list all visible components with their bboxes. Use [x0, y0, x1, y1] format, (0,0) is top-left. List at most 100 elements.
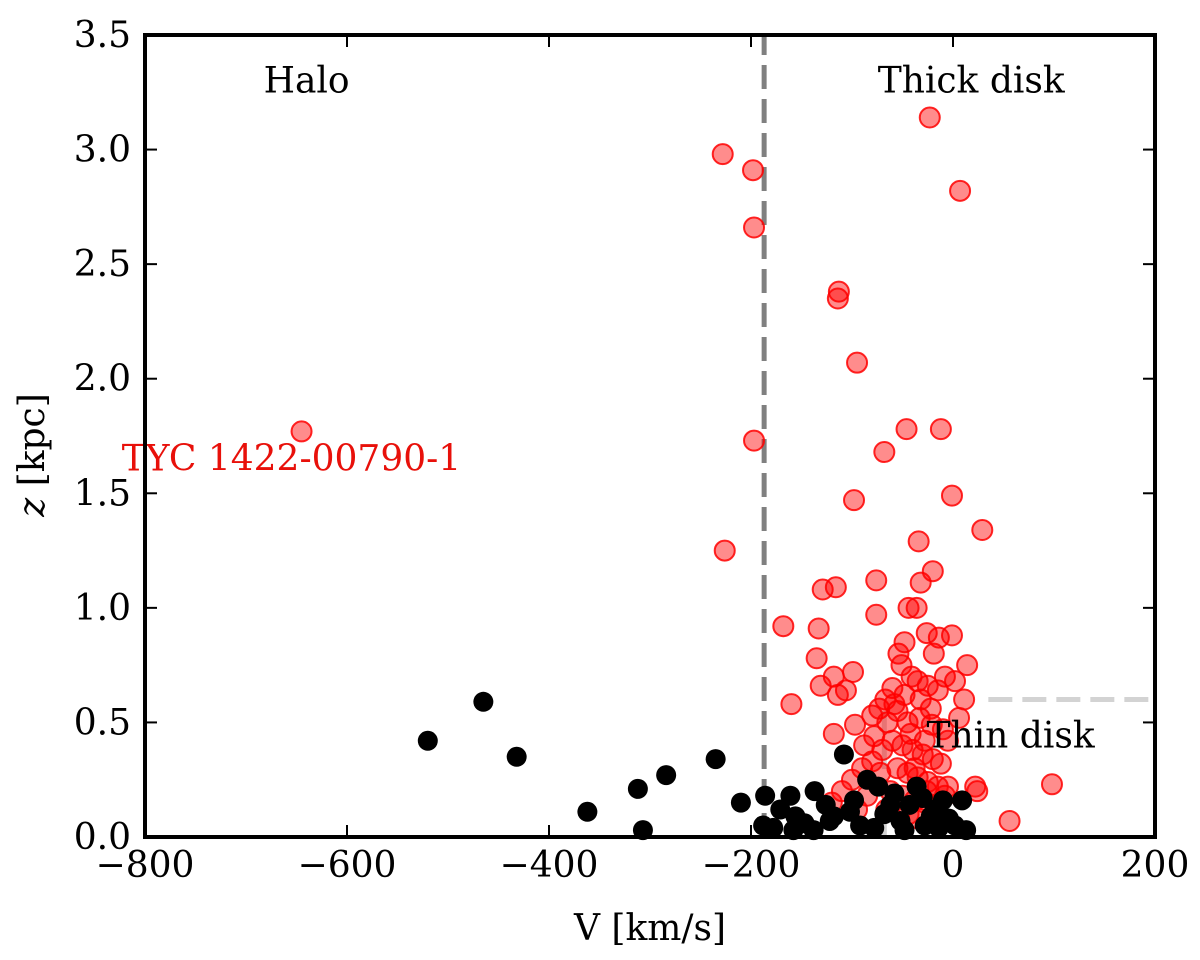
x-tick-label-1: −600	[298, 845, 397, 886]
black-point-35	[880, 794, 901, 815]
x-tick-label-0: −800	[96, 845, 195, 886]
red-point-61	[931, 718, 954, 741]
red-point-39	[844, 713, 867, 736]
y-tick-label-7: 3.5	[74, 15, 131, 56]
red-point-100	[998, 809, 1021, 832]
red-point-16	[971, 518, 994, 541]
annotation-thin-disk: Thin disk	[926, 716, 1095, 757]
black-point-8	[730, 792, 751, 813]
red-point-36	[834, 679, 857, 702]
y-tick-label-5: 2.5	[74, 244, 131, 285]
red-point-7	[949, 179, 972, 202]
y-tick-labels: 0.0 0.5 1.0 1.5 2.0 2.5 3.0 3.5	[74, 15, 131, 858]
black-point-15	[804, 781, 825, 802]
black-point-11	[770, 799, 791, 820]
red-point-99	[966, 780, 989, 803]
red-point-33	[842, 661, 865, 684]
red-point-8	[827, 280, 850, 303]
red-point-24	[807, 617, 830, 640]
red-point-17	[907, 530, 930, 553]
red-point-20	[865, 569, 888, 592]
black-point-39	[819, 810, 840, 831]
black-point-18	[833, 744, 854, 765]
red-point-25	[865, 603, 888, 626]
red-point-48	[953, 688, 976, 711]
x-tick-label-3: −200	[702, 845, 801, 886]
red-point-90	[903, 757, 926, 780]
red-point-6	[918, 106, 941, 129]
red-point-31	[805, 647, 828, 670]
red-point-54	[881, 677, 904, 700]
black-point-38	[763, 817, 784, 838]
red-point-2	[742, 159, 765, 182]
red-point-15	[940, 484, 963, 507]
black-point-3	[577, 801, 598, 822]
y-tick-label-1: 0.5	[74, 702, 131, 743]
annotation-star-label: TYC 1422-00790-1	[122, 438, 462, 479]
red-point-30	[940, 624, 963, 647]
y-tick-label-4: 2.0	[74, 359, 131, 400]
annotation-thick-disk: Thick disk	[878, 60, 1066, 101]
red-point-10	[846, 351, 869, 374]
black-point-43	[839, 801, 860, 822]
y-tick-label-2: 1.0	[74, 588, 131, 629]
red-point-19	[909, 571, 932, 594]
y-axis-label: z [kpc]	[12, 393, 53, 518]
red-point-38	[822, 722, 845, 745]
red-point-4	[743, 429, 766, 452]
black-point-1	[473, 691, 494, 712]
red-point-23	[772, 615, 795, 638]
black-point-0	[417, 730, 438, 751]
black-point-6	[656, 765, 677, 786]
black-point-4	[627, 778, 648, 799]
red-point-0	[290, 420, 313, 443]
red-point-13	[873, 441, 896, 464]
red-point-46	[944, 670, 967, 693]
red-point-12	[929, 418, 952, 441]
red-point-3	[743, 216, 766, 239]
red-point-87	[919, 697, 942, 720]
plot-frame	[143, 33, 1157, 839]
black-point-2	[506, 746, 527, 767]
annotation-halo: Halo	[264, 60, 350, 101]
red-point-68	[929, 752, 952, 775]
black-point-44	[945, 815, 966, 836]
red-point-26	[897, 596, 920, 619]
red-point-27	[905, 596, 928, 619]
red-point-47	[956, 654, 979, 677]
x-tick-label-4: 0	[942, 845, 965, 886]
y-axis-label-rest: [kpc]	[12, 393, 53, 498]
red-point-9	[826, 287, 849, 310]
x-axis-label: V [km/s]	[573, 908, 726, 949]
red-point-37	[780, 693, 803, 716]
x-tick-labels: −800 −600 −400 −200 0 200	[96, 845, 1190, 886]
red-point-34	[809, 674, 832, 697]
y-tick-label-0: 0.0	[74, 817, 131, 858]
black-point-40	[868, 776, 889, 797]
axis-ticks	[144, 34, 1156, 838]
black-point-31	[952, 790, 973, 811]
black-point-36	[912, 788, 933, 809]
red-point-5	[713, 539, 736, 562]
red-point-103	[853, 734, 876, 757]
red-point-1	[711, 143, 734, 166]
red-point-62	[936, 729, 959, 752]
x-tick-label-2: −400	[500, 845, 599, 886]
y-tick-label-3: 1.5	[74, 473, 131, 514]
red-point-43	[893, 631, 916, 654]
black-point-29	[932, 790, 953, 811]
black-point-7	[705, 749, 726, 770]
red-point-14	[843, 489, 866, 512]
black-point-12	[780, 785, 801, 806]
x-tick-label-5: 200	[1121, 845, 1190, 886]
black-point-9	[755, 785, 776, 806]
black-point-34	[850, 815, 871, 836]
y-tick-label-6: 3.0	[74, 130, 131, 171]
red-point-11	[895, 418, 918, 441]
red-point-89	[883, 693, 906, 716]
red-point-44	[922, 642, 945, 665]
red-point-28	[915, 622, 938, 645]
red-point-101	[1040, 773, 1063, 796]
red-point-85	[913, 729, 936, 752]
